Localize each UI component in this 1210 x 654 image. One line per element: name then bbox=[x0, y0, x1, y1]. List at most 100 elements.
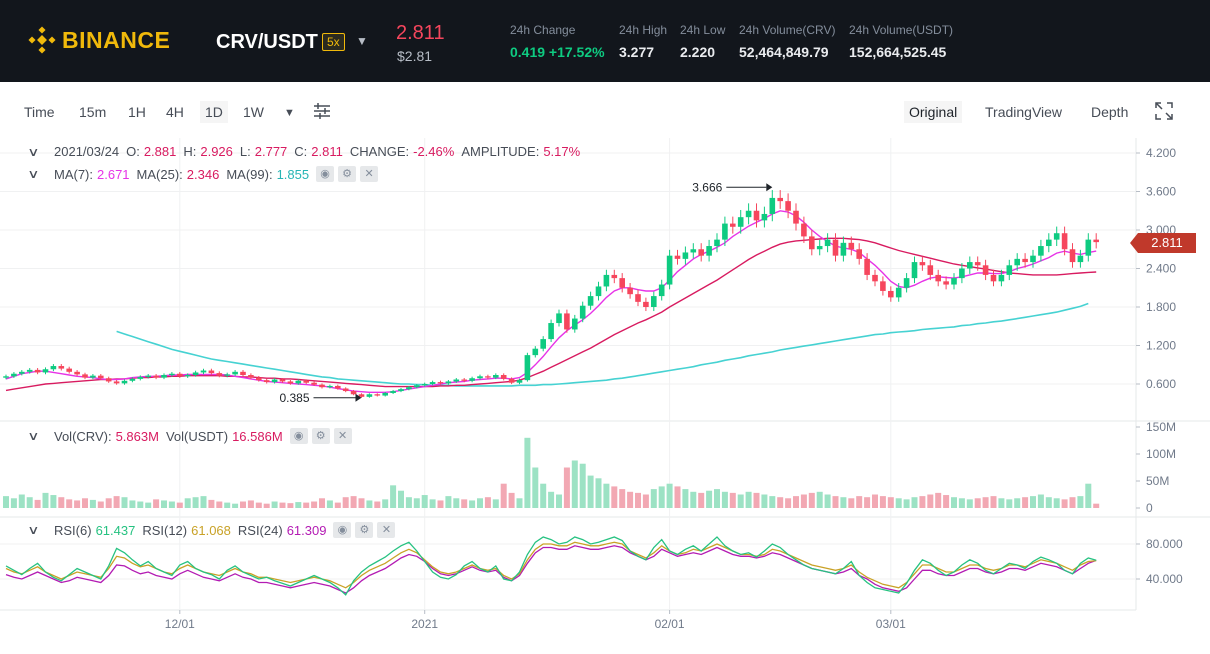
volume-bar bbox=[390, 485, 397, 508]
volume-tick-label: 150M bbox=[1146, 420, 1176, 434]
volume-bar bbox=[1037, 494, 1044, 508]
binance-logo[interactable]: BINANCE bbox=[28, 26, 170, 54]
close-icon[interactable]: ✕ bbox=[377, 522, 396, 538]
candle-body bbox=[714, 239, 720, 247]
price-tick-label: 3.600 bbox=[1146, 185, 1176, 199]
market-header: BINANCE CRV/USDT 5x ▼ 2.811 $2.81 24h Ch… bbox=[0, 0, 1210, 82]
pair-dropdown-caret-icon[interactable]: ▼ bbox=[356, 34, 368, 48]
volume-bar bbox=[366, 500, 373, 508]
volume-bar bbox=[192, 497, 199, 508]
collapse-chevron-icon[interactable]: ∨ bbox=[27, 144, 40, 159]
stat-label: 24h High bbox=[619, 23, 668, 37]
volume-bar bbox=[516, 498, 523, 508]
volume-bar bbox=[89, 499, 96, 508]
candle-body bbox=[279, 379, 286, 382]
volume-bar bbox=[184, 498, 191, 508]
candle-body bbox=[1046, 239, 1052, 247]
volume-bar bbox=[903, 499, 910, 508]
volume-bars bbox=[3, 437, 1100, 508]
candle-body bbox=[595, 286, 602, 297]
close-icon[interactable]: ✕ bbox=[333, 428, 352, 444]
candle-body bbox=[1014, 258, 1020, 266]
settings-icon[interactable]: ⚙ bbox=[338, 166, 357, 182]
candle-body bbox=[319, 384, 325, 388]
volume-bar bbox=[1061, 499, 1068, 508]
candle-body bbox=[113, 381, 120, 384]
volume-bar bbox=[287, 503, 294, 508]
candle-body bbox=[769, 197, 776, 214]
candle-body bbox=[406, 387, 412, 390]
candle-body bbox=[26, 369, 33, 372]
ohlc-date: 2021/03/24 bbox=[54, 144, 120, 159]
indicator-settings-icon[interactable] bbox=[313, 102, 331, 123]
volume-bar bbox=[587, 475, 594, 508]
collapse-chevron-icon[interactable]: ∨ bbox=[27, 429, 40, 443]
eye-icon[interactable]: ◉ bbox=[333, 522, 352, 538]
candle-body bbox=[556, 313, 562, 324]
candle-body bbox=[390, 391, 396, 393]
rsi-legend: ∨ RSI(6) 61.437 RSI(12) 61.068 RSI(24) 61.3… bbox=[27, 522, 399, 538]
settings-icon[interactable]: ⚙ bbox=[355, 522, 374, 538]
candle-body bbox=[903, 278, 910, 288]
volume-bar bbox=[255, 502, 262, 508]
candle-body bbox=[216, 373, 223, 376]
stat-label: 24h Volume(CRV) bbox=[739, 23, 836, 37]
volume-bar bbox=[571, 460, 578, 508]
interval-time[interactable]: Time bbox=[24, 104, 55, 120]
volume-bar bbox=[879, 496, 886, 508]
settings-icon[interactable]: ⚙ bbox=[311, 428, 330, 444]
interval-1d[interactable]: 1D bbox=[200, 101, 228, 123]
collapse-chevron-icon[interactable]: ∨ bbox=[27, 523, 40, 537]
more-intervals-chevron-down-icon[interactable]: ▼ bbox=[284, 107, 295, 119]
eye-icon[interactable]: ◉ bbox=[316, 166, 335, 182]
candle-body bbox=[777, 197, 783, 202]
candle-body bbox=[990, 274, 997, 282]
volume-bar bbox=[74, 500, 81, 508]
low-arrow-head bbox=[355, 393, 362, 402]
volume-bar bbox=[58, 497, 65, 508]
candle-body bbox=[74, 371, 80, 375]
trading-pair[interactable]: CRV/USDT bbox=[216, 31, 318, 53]
view-tradingview[interactable]: TradingView bbox=[985, 104, 1063, 120]
binance-diamond-icon bbox=[28, 26, 56, 54]
volume-bar bbox=[1006, 499, 1013, 508]
volume-bar bbox=[619, 489, 626, 508]
volume-bar bbox=[311, 501, 318, 508]
collapse-chevron-icon[interactable]: ∨ bbox=[27, 167, 40, 181]
candle-body bbox=[429, 382, 436, 384]
candle-body bbox=[161, 375, 167, 378]
volume-usdt-value: 16.586M bbox=[232, 428, 283, 444]
view-original[interactable]: Original bbox=[904, 101, 963, 123]
candle-body bbox=[935, 274, 941, 282]
volume-bar bbox=[240, 501, 246, 508]
stat-value: 2.220 bbox=[680, 44, 716, 60]
interval-1h[interactable]: 1H bbox=[128, 104, 146, 120]
candle-body bbox=[888, 290, 894, 298]
candle-body bbox=[832, 239, 839, 256]
view-depth[interactable]: Depth bbox=[1091, 104, 1129, 120]
candle-body bbox=[706, 246, 712, 256]
fullscreen-icon[interactable] bbox=[1155, 102, 1173, 123]
volume-tick-label: 50M bbox=[1146, 474, 1169, 488]
volume-bar bbox=[793, 496, 799, 508]
volume-crv-value: 5.863M bbox=[115, 428, 159, 444]
candle-body bbox=[3, 376, 9, 378]
volume-bar bbox=[556, 494, 562, 508]
close-icon[interactable]: ✕ bbox=[360, 166, 379, 182]
interval-4h[interactable]: 4H bbox=[166, 104, 184, 120]
candle-body bbox=[414, 385, 420, 388]
candle-body bbox=[137, 376, 144, 379]
volume-bar bbox=[437, 500, 444, 508]
candle-body bbox=[982, 265, 989, 275]
interval-15m[interactable]: 15m bbox=[79, 104, 107, 120]
volume-bar bbox=[1014, 498, 1021, 508]
time-tick-label: 2021 bbox=[411, 617, 438, 631]
candle-body bbox=[153, 375, 159, 378]
volume-bar bbox=[342, 497, 349, 508]
candle-body bbox=[382, 392, 388, 396]
eye-icon[interactable]: ◉ bbox=[289, 428, 308, 444]
chart-area[interactable]: 4.2003.6003.0002.4001.8001.2000.600150M1… bbox=[0, 138, 1210, 654]
volume-bar bbox=[271, 501, 278, 508]
interval-1w[interactable]: 1W bbox=[243, 104, 264, 120]
stat-value: 52,464,849.79 bbox=[739, 44, 829, 60]
